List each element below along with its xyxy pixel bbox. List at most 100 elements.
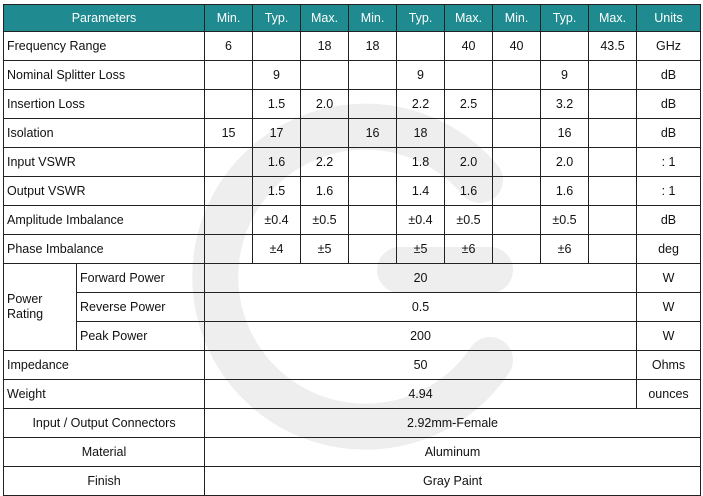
- value-cell: [444, 60, 494, 90]
- value-cell: [204, 89, 254, 119]
- weight-unit: ounces: [636, 379, 702, 409]
- header-max: Max.: [444, 4, 494, 32]
- finish-row: Finish Gray Paint: [2, 466, 702, 496]
- value-cell: [252, 31, 302, 61]
- value-cell: [540, 31, 590, 61]
- power-row-reverse: Reverse Power 0.5 W: [4, 292, 702, 322]
- power-item-name: Peak Power: [75, 321, 206, 351]
- value-cell: ±0.5: [540, 205, 590, 235]
- value-cell: ±5: [300, 234, 350, 264]
- value-cell: ±5: [396, 234, 446, 264]
- header-units: Units: [636, 4, 702, 32]
- value-cell: 6: [204, 31, 254, 61]
- material-value: Aluminum: [204, 437, 702, 467]
- value-cell: [300, 118, 350, 148]
- header-parameters: Parameters: [2, 4, 206, 32]
- power-item-name: Forward Power: [75, 263, 206, 293]
- value-cell: [588, 60, 638, 90]
- unit-cell: : 1: [636, 176, 702, 206]
- value-cell: [492, 234, 542, 264]
- value-cell: [588, 234, 638, 264]
- power-item-value: 0.5: [204, 292, 638, 322]
- value-cell: 2.0: [540, 147, 590, 177]
- value-cell: [492, 205, 542, 235]
- header-min: Min.: [348, 4, 398, 32]
- value-cell: 17: [252, 118, 302, 148]
- value-cell: [204, 234, 254, 264]
- value-cell: 40: [444, 31, 494, 61]
- table-row: Frequency Range 6 18 18 40 40 43.5 GHz: [2, 31, 702, 61]
- power-item-unit: W: [636, 263, 702, 293]
- power-row-forward: Power Rating Forward Power 20 W: [3, 263, 702, 351]
- header-max: Max.: [300, 4, 350, 32]
- power-rating-label: Power Rating: [3, 263, 77, 351]
- finish-label: Finish: [2, 466, 206, 496]
- value-cell: 1.8: [396, 147, 446, 177]
- value-cell: 1.5: [252, 176, 302, 206]
- value-cell: 16: [540, 118, 590, 148]
- header-max: Max.: [588, 4, 638, 32]
- header-typ: Typ.: [396, 4, 446, 32]
- value-cell: 1.6: [252, 147, 302, 177]
- power-item-unit: W: [636, 292, 702, 322]
- unit-cell: dB: [636, 205, 702, 235]
- parameter-label: Insertion Loss: [2, 89, 206, 119]
- power-row-peak: Peak Power 200 W: [4, 321, 702, 351]
- value-cell: [204, 205, 254, 235]
- impedance-unit: Ohms: [636, 350, 702, 380]
- parameter-label: Output VSWR: [2, 176, 206, 206]
- value-cell: 2.2: [300, 147, 350, 177]
- value-cell: [396, 31, 446, 61]
- header-row: Parameters Min. Typ. Max. Min. Typ. Max.…: [2, 4, 702, 32]
- specification-table: Parameters Min. Typ. Max. Min. Typ. Max.…: [2, 4, 702, 496]
- impedance-label: Impedance: [2, 350, 206, 380]
- unit-cell: dB: [636, 60, 702, 90]
- header-min: Min.: [492, 4, 542, 32]
- table-row: Insertion Loss 1.5 2.0 2.2 2.5 3.2 dB: [2, 89, 702, 119]
- value-cell: [492, 89, 542, 119]
- power-item-name: Reverse Power: [75, 292, 206, 322]
- material-row: Material Aluminum: [2, 437, 702, 467]
- weight-row: Weight 4.94 ounces: [2, 379, 702, 409]
- parameter-label: Amplitude Imbalance: [2, 205, 206, 235]
- table-row: Isolation 15 17 16 18 16 dB: [2, 118, 702, 148]
- value-cell: 18: [300, 31, 350, 61]
- material-label: Material: [2, 437, 206, 467]
- value-cell: 15: [204, 118, 254, 148]
- value-cell: [492, 147, 542, 177]
- value-cell: ±6: [540, 234, 590, 264]
- unit-cell: : 1: [636, 147, 702, 177]
- value-cell: [348, 176, 398, 206]
- value-cell: 1.4: [396, 176, 446, 206]
- value-cell: ±0.4: [396, 205, 446, 235]
- value-cell: 40: [492, 31, 542, 61]
- table-row: Nominal Splitter Loss 9 9 9 dB: [2, 60, 702, 90]
- value-cell: [300, 60, 350, 90]
- value-cell: [492, 118, 542, 148]
- value-cell: 1.5: [252, 89, 302, 119]
- value-cell: 16: [348, 118, 398, 148]
- value-cell: 3.2: [540, 89, 590, 119]
- value-cell: [348, 89, 398, 119]
- value-cell: [588, 176, 638, 206]
- impedance-value: 50: [204, 350, 638, 380]
- value-cell: 2.0: [444, 147, 494, 177]
- header-typ: Typ.: [252, 4, 302, 32]
- value-cell: [492, 176, 542, 206]
- table-row: Input VSWR 1.6 2.2 1.8 2.0 2.0: 1: [2, 147, 702, 177]
- value-cell: 2.5: [444, 89, 494, 119]
- value-cell: ±0.4: [252, 205, 302, 235]
- impedance-row: Impedance 50 Ohms: [2, 350, 702, 380]
- value-cell: [492, 60, 542, 90]
- weight-value: 4.94: [204, 379, 638, 409]
- connectors-row: Input / Output Connectors 2.92mm-Female: [2, 408, 702, 438]
- value-cell: 1.6: [300, 176, 350, 206]
- connectors-value: 2.92mm-Female: [204, 408, 702, 438]
- parameter-label: Isolation: [2, 118, 206, 148]
- value-cell: 2.2: [396, 89, 446, 119]
- weight-label: Weight: [2, 379, 206, 409]
- connectors-label: Input / Output Connectors: [2, 408, 206, 438]
- value-cell: 9: [252, 60, 302, 90]
- value-cell: [588, 147, 638, 177]
- parameter-label: Frequency Range: [2, 31, 206, 61]
